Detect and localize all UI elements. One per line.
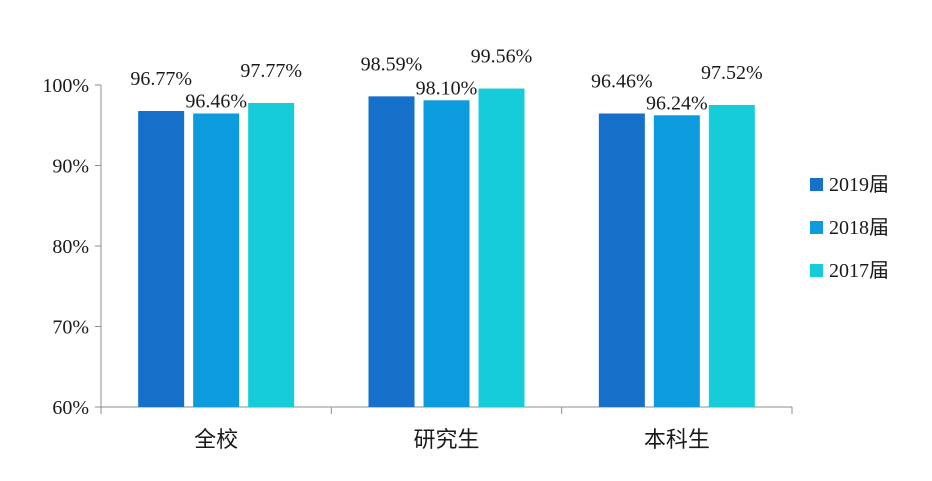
data-labels-layer: 96.77%96.46%97.77% 98.59%98.10%99.56%96.4… xyxy=(130,46,762,115)
legend: 2019届 2018届 2017届 xyxy=(810,174,889,282)
data-label: 96.46% xyxy=(185,90,247,112)
bar xyxy=(248,102,295,407)
data-label: 98.10% xyxy=(416,77,478,99)
bar xyxy=(708,104,755,408)
y-tick-label: 60% xyxy=(52,397,89,419)
bars-layer xyxy=(138,88,755,408)
x-category-label: 研究生 xyxy=(413,427,479,452)
bar xyxy=(193,113,240,407)
y-tick-label: 100% xyxy=(42,75,89,97)
bar xyxy=(478,88,525,408)
bar xyxy=(423,100,470,408)
legend-label: 2019届 xyxy=(829,174,889,196)
legend-swatch xyxy=(810,264,823,277)
bar xyxy=(368,96,415,408)
legend-label: 2017届 xyxy=(829,260,889,282)
y-tick-label: 90% xyxy=(52,156,89,178)
data-label: 96.24% xyxy=(646,92,708,114)
data-label: 98.59% xyxy=(361,53,423,75)
bar xyxy=(653,115,700,407)
data-label: 97.77% xyxy=(240,60,302,82)
bar xyxy=(138,111,185,408)
data-label: 96.46% xyxy=(591,70,653,92)
legend-swatch xyxy=(810,178,823,191)
data-label: 97.52% xyxy=(701,62,763,84)
y-tick-label: 80% xyxy=(52,236,89,258)
y-tick-label: 70% xyxy=(52,317,89,339)
x-category-label: 全校 xyxy=(194,427,238,452)
data-label: 99.56% xyxy=(471,46,533,68)
legend-swatch xyxy=(810,221,823,234)
data-label: 96.77% xyxy=(130,68,192,90)
axes-layer: 60% 70% 80% 90% 100% 全校 研究生 本科生 xyxy=(42,75,793,452)
bar xyxy=(598,113,645,407)
x-category-label: 本科生 xyxy=(644,427,710,452)
legend-label: 2018届 xyxy=(829,217,889,239)
